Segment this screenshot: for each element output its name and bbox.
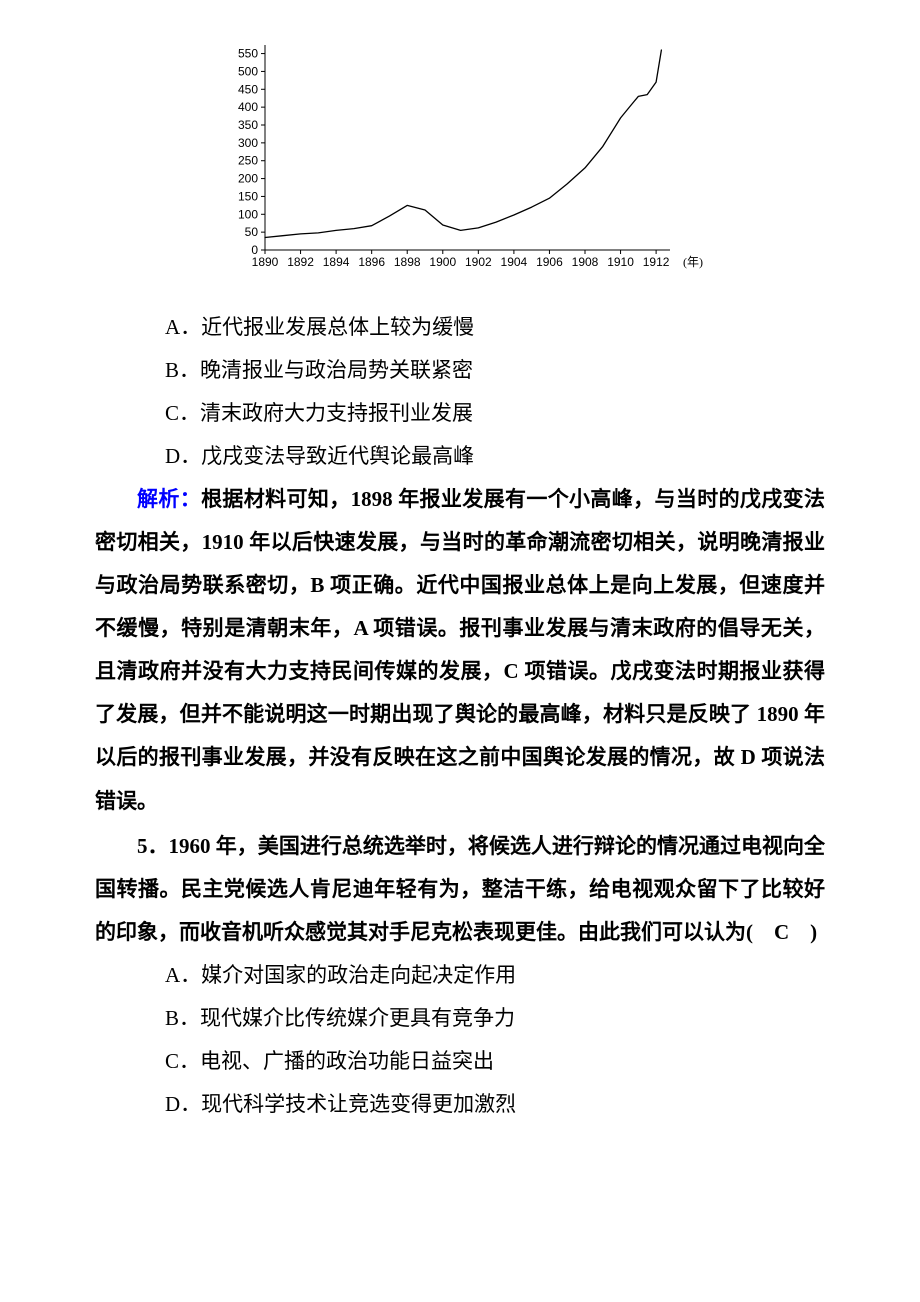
- svg-text:1894: 1894: [323, 255, 350, 269]
- question-text-before: 1960 年，美国进行总统选举时，将候选人进行辩论的情况通过电视向全国转播。民主…: [95, 834, 825, 944]
- svg-text:300: 300: [238, 136, 258, 150]
- svg-text:150: 150: [238, 189, 258, 203]
- newspaper-line-chart: 0501001502002503003504004505005501890189…: [205, 40, 715, 290]
- question-5-options: A．媒介对国家的政治走向起决定作用 B．现代媒介比传统媒介更具有竞争力 C．电视…: [165, 954, 825, 1126]
- option-b: B．现代媒介比传统媒介更具有竞争力: [165, 997, 825, 1040]
- option-c: C．电视、广播的政治功能日益突出: [165, 1040, 825, 1083]
- question-5-stem: 5．1960 年，美国进行总统选举时，将候选人进行辩论的情况通过电视向全国转播。…: [95, 825, 825, 954]
- svg-text:1892: 1892: [287, 255, 314, 269]
- svg-text:1912: 1912: [643, 255, 670, 269]
- svg-text:1898: 1898: [394, 255, 421, 269]
- svg-text:1904: 1904: [501, 255, 528, 269]
- svg-text:200: 200: [238, 172, 258, 186]
- question-text-after: ): [789, 920, 817, 944]
- svg-text:1906: 1906: [536, 255, 563, 269]
- svg-text:500: 500: [238, 64, 258, 78]
- svg-text:250: 250: [238, 154, 258, 168]
- option-a: A．媒介对国家的政治走向起决定作用: [165, 954, 825, 997]
- svg-text:1900: 1900: [429, 255, 456, 269]
- svg-text:400: 400: [238, 100, 258, 114]
- svg-text:1890: 1890: [252, 255, 279, 269]
- explanation-text: 根据材料可知，1898 年报业发展有一个小高峰，与当时的戊戌变法密切相关，191…: [95, 487, 825, 812]
- svg-text:1908: 1908: [572, 255, 599, 269]
- svg-text:450: 450: [238, 82, 258, 96]
- svg-text:550: 550: [238, 47, 258, 61]
- question-number: 5．: [137, 834, 169, 858]
- svg-text:50: 50: [245, 225, 259, 239]
- question-4-options: A．近代报业发展总体上较为缓慢 B．晚清报业与政治局势关联紧密 C．清末政府大力…: [165, 306, 825, 478]
- svg-text:(年): (年): [683, 255, 703, 269]
- svg-text:350: 350: [238, 118, 258, 132]
- svg-text:1910: 1910: [607, 255, 634, 269]
- explanation-paragraph: 解析：根据材料可知，1898 年报业发展有一个小高峰，与当时的戊戌变法密切相关，…: [95, 478, 825, 822]
- option-c: C．清末政府大力支持报刊业发展: [165, 392, 825, 435]
- option-b: B．晚清报业与政治局势关联紧密: [165, 349, 825, 392]
- svg-text:100: 100: [238, 207, 258, 221]
- chart-container: 0501001502002503003504004505005501890189…: [95, 40, 825, 290]
- option-d: D．戊戌变法导致近代舆论最高峰: [165, 435, 825, 478]
- explanation-label: 解析：: [137, 487, 201, 511]
- svg-text:1902: 1902: [465, 255, 492, 269]
- option-a: A．近代报业发展总体上较为缓慢: [165, 306, 825, 349]
- option-d: D．现代科学技术让竞选变得更加激烈: [165, 1083, 825, 1126]
- question-answer: C: [774, 920, 789, 944]
- svg-text:1896: 1896: [358, 255, 385, 269]
